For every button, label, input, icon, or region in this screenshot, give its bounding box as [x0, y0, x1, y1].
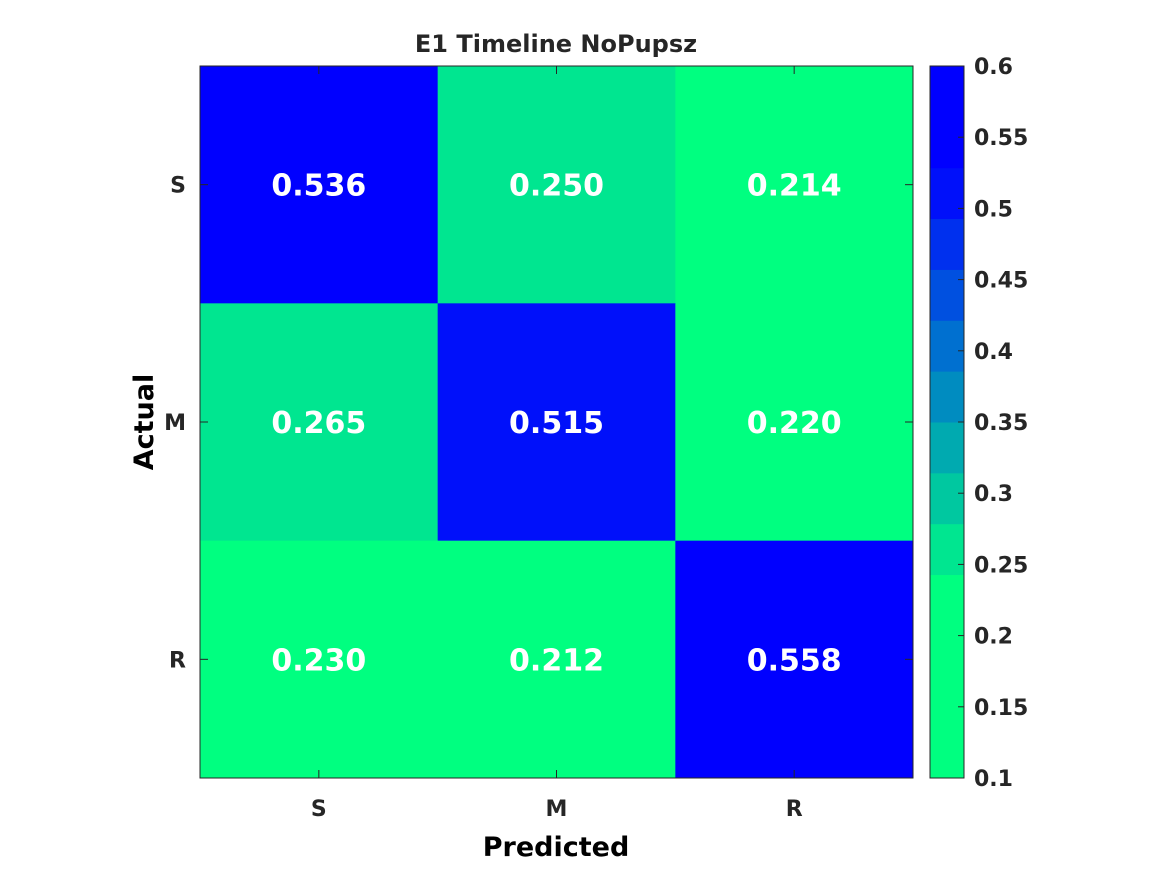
colorbar-band	[930, 625, 964, 677]
colorbar-tick-label: 0.15	[974, 696, 1028, 721]
colorbar	[929, 65, 965, 779]
x-tick-label: R	[786, 797, 803, 822]
colorbar-band	[930, 320, 964, 372]
colorbar-ticks: 0.1 0.15 0.2 0.25 0.3 0.35 0.4 0.45 0.5 0.55 0.6	[958, 55, 1028, 792]
colorbar-band	[930, 116, 964, 169]
heatmap-cell	[437, 303, 676, 542]
colorbar-tick-label: 0.25	[974, 553, 1028, 578]
colorbar-tick-label: 0.5	[974, 197, 1013, 222]
heatmap-cell	[200, 66, 439, 304]
cell-value-label: 0.214	[747, 169, 842, 204]
heatmap-cell	[675, 66, 914, 304]
colorbar-band	[930, 66, 964, 118]
colorbar-tick-label: 0.35	[974, 411, 1028, 436]
heatmap-cell-labels: 0.536 0.250 0.214 0.265 0.515 0.220 0.230 0.212…	[271, 169, 841, 679]
colorbar-tick-label: 0.1	[974, 767, 1013, 792]
cell-value-label: 0.250	[509, 169, 604, 204]
cell-value-label: 0.220	[747, 406, 842, 441]
cell-value-label: 0.230	[271, 643, 366, 678]
colorbar-tick-label: 0.3	[974, 482, 1013, 507]
cell-value-label: 0.515	[509, 406, 604, 441]
heatmap-cell	[675, 540, 914, 779]
colorbar-band	[930, 269, 964, 321]
axis-ticks	[200, 66, 913, 778]
cell-value-label: 0.265	[271, 406, 366, 441]
colorbar-band	[930, 167, 964, 220]
colorbar-tick-label: 0.55	[974, 126, 1028, 151]
colorbar-tick-label: 0.45	[974, 269, 1028, 294]
colorbar-tick-label: 0.2	[974, 625, 1013, 650]
y-tick-label: R	[169, 648, 186, 673]
colorbar-band	[930, 523, 964, 576]
colorbar-tick-label: 0.4	[974, 340, 1013, 365]
cell-value-label: 0.212	[509, 643, 604, 678]
colorbar-band	[930, 472, 964, 525]
heatmap-cell	[200, 303, 439, 542]
heatmap-cells	[200, 66, 914, 779]
colorbar-band	[930, 422, 964, 474]
heatmap-cell	[675, 303, 914, 542]
heatmap-cell	[200, 540, 439, 779]
colorbar-band	[930, 371, 964, 423]
colorbar-band	[930, 218, 964, 270]
chart-title: E1 Timeline NoPupsz	[415, 30, 697, 58]
heatmap-cell	[437, 540, 676, 779]
y-tick-labels: S M R	[164, 174, 186, 674]
colorbar-band	[930, 727, 964, 779]
y-axis-label: Actual	[129, 374, 160, 471]
x-tick-label: S	[311, 797, 327, 822]
cell-value-label: 0.536	[271, 169, 366, 204]
x-tick-label: M	[546, 797, 568, 822]
colorbar-tick-label: 0.6	[974, 55, 1013, 80]
cell-value-label: 0.558	[747, 643, 842, 678]
colorbar-band	[930, 676, 964, 728]
colorbar-band	[930, 574, 964, 626]
x-axis-label: Predicted	[483, 832, 630, 863]
y-tick-label: M	[164, 411, 186, 436]
y-tick-label: S	[170, 174, 186, 199]
heatmap-cell	[437, 66, 676, 304]
